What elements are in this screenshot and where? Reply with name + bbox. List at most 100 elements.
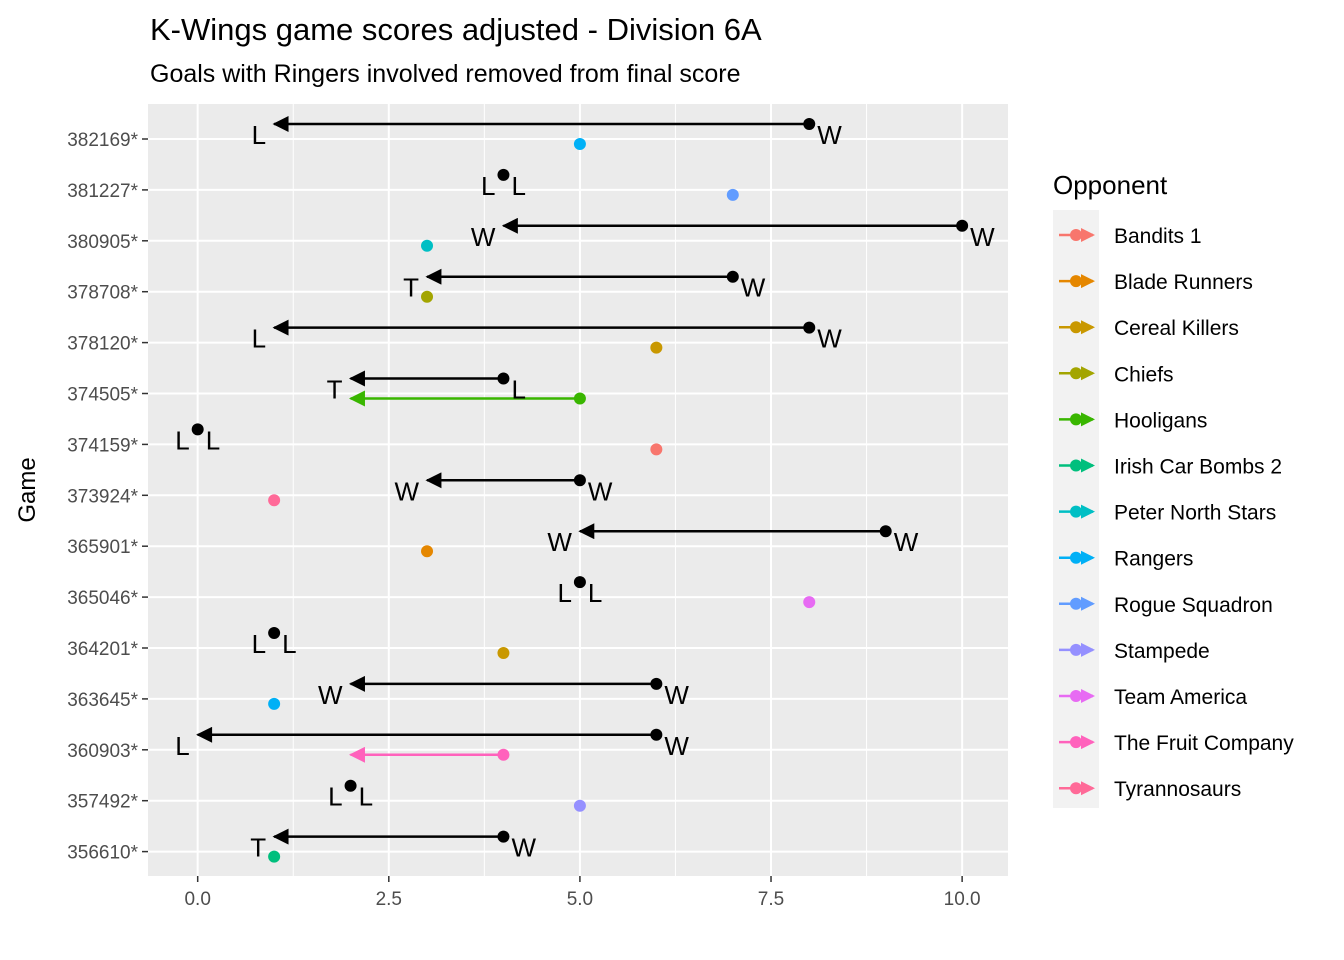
adjusted-result-label: L [175, 731, 189, 761]
kwings-point [573, 576, 586, 589]
kwings-point [726, 270, 739, 283]
opponent-point [497, 647, 510, 659]
adjusted-result-label: L [252, 324, 266, 354]
adjusted-result-label: T [327, 375, 343, 405]
adjusted-result-label: T [250, 833, 266, 863]
original-result-label: W [664, 731, 689, 761]
legend-key-point [1070, 643, 1082, 656]
legend-key-arrowhead [1081, 320, 1095, 335]
opponent-point [803, 596, 816, 609]
legend-entry-label: The Fruit Company [1114, 732, 1294, 755]
y-tick-label: 374159* [67, 435, 138, 456]
adjusted-result-label: L [252, 120, 266, 150]
legend-key-arrowhead [1081, 412, 1095, 427]
legend-entry-label: Chiefs [1114, 363, 1174, 386]
original-result-label: W [817, 120, 842, 150]
plot-panel [148, 104, 1008, 876]
x-tick-label: 2.5 [376, 889, 402, 910]
y-tick-label: 374505* [67, 385, 138, 406]
legend-key-point [1070, 413, 1082, 426]
legend-key-point [1070, 551, 1082, 564]
adjusted-result-label: L [252, 629, 266, 659]
x-tick-label: 10.0 [944, 889, 981, 910]
opponent-point [421, 545, 434, 558]
legend-key-point [1070, 597, 1082, 610]
kwings-point [573, 474, 586, 487]
legend-key-arrowhead [1081, 228, 1095, 242]
legend-entry-label: Team America [1114, 686, 1247, 709]
original-result-label: W [511, 833, 536, 863]
kwings-point [497, 168, 510, 181]
y-tick-label: 380905* [67, 232, 138, 253]
adjusted-result-label: L [557, 578, 571, 608]
legend-key-point [1070, 505, 1082, 518]
legend-key-point [1070, 321, 1082, 334]
legend-entry-label: Blade Runners [1114, 271, 1253, 294]
original-result-label: L [511, 171, 525, 201]
legend-key-point [1070, 690, 1082, 702]
y-axis-title: Game [14, 457, 41, 522]
chart-title: K-Wings game scores adjusted - Division … [150, 12, 762, 47]
legend-key-point [1070, 275, 1082, 288]
legend-entry-label: Peter North Stars [1114, 502, 1276, 525]
y-tick-label: 378708* [67, 283, 138, 304]
legend-key-arrowhead [1081, 274, 1095, 289]
kwings-point [497, 830, 510, 843]
adjusted-result-label: L [481, 171, 495, 201]
kwings-point [956, 219, 969, 232]
kwings-point [191, 423, 204, 436]
legend-entry-label: Rogue Squadron [1114, 594, 1273, 617]
adjusted-result-label: W [547, 527, 572, 557]
adjusted-result-label: W [394, 476, 419, 506]
opponent-point [497, 748, 510, 761]
legend-key-arrowhead [1081, 781, 1095, 796]
x-tick-label: 7.5 [758, 889, 784, 910]
opponent-point [421, 239, 434, 252]
legend-key-arrowhead [1081, 735, 1095, 750]
adjusted-result-label: W [471, 222, 496, 252]
chart-subtitle: Goals with Ringers involved removed from… [150, 60, 741, 88]
legend-key-point [1070, 229, 1082, 241]
kwings-point [650, 677, 663, 690]
x-axis: 0.0 2.5 5.0 7.5 10.0 [184, 876, 981, 910]
opponent-point [573, 138, 586, 150]
legend-key-arrowhead [1081, 642, 1095, 657]
kwings-point [344, 779, 357, 792]
original-result-label: L [359, 782, 373, 812]
legend-key-arrowhead [1081, 458, 1095, 473]
legend-title: Opponent [1053, 170, 1168, 200]
y-tick-label: 363645* [67, 690, 138, 711]
kwings-point [803, 118, 816, 130]
legend-key-arrowhead [1081, 366, 1095, 381]
kwings-point [650, 728, 663, 741]
opponent-point [726, 188, 739, 201]
original-result-label: L [206, 425, 220, 455]
legend-entry-label: Hooligans [1114, 409, 1207, 432]
y-axis: 382169* 381227* 380905* 378708* 378120* 37450… [67, 130, 148, 864]
original-result-label: W [664, 680, 689, 710]
original-result-label: W [741, 273, 766, 303]
y-tick-label: 360903* [67, 741, 138, 762]
legend-entry-label: Rangers [1114, 548, 1193, 571]
y-tick-label: 364201* [67, 639, 138, 660]
kwings-point [497, 372, 510, 385]
legend-key-arrowhead [1081, 689, 1095, 703]
legend-key-point [1070, 367, 1082, 380]
y-tick-label: 357492* [67, 792, 138, 813]
adjusted-result-label: T [403, 273, 419, 303]
opponent-point [421, 290, 434, 303]
opponent-point [650, 341, 663, 354]
y-tick-label: 365901* [67, 537, 138, 558]
legend-entry-label: Cereal Killers [1114, 317, 1239, 340]
kwings-point [803, 321, 816, 334]
opponent-point [573, 799, 586, 812]
legend-entry-label: Bandits 1 [1114, 225, 1202, 248]
legend-key-point [1070, 782, 1082, 795]
legend-key-arrowhead [1081, 550, 1095, 565]
opponent-point [268, 494, 281, 507]
legend: Opponent Bandits 1 Blade Runners Cereal Ki… [1053, 170, 1294, 808]
y-tick-label: 382169* [67, 130, 138, 151]
x-tick-label: 0.0 [184, 889, 210, 910]
original-result-label: L [588, 578, 602, 608]
